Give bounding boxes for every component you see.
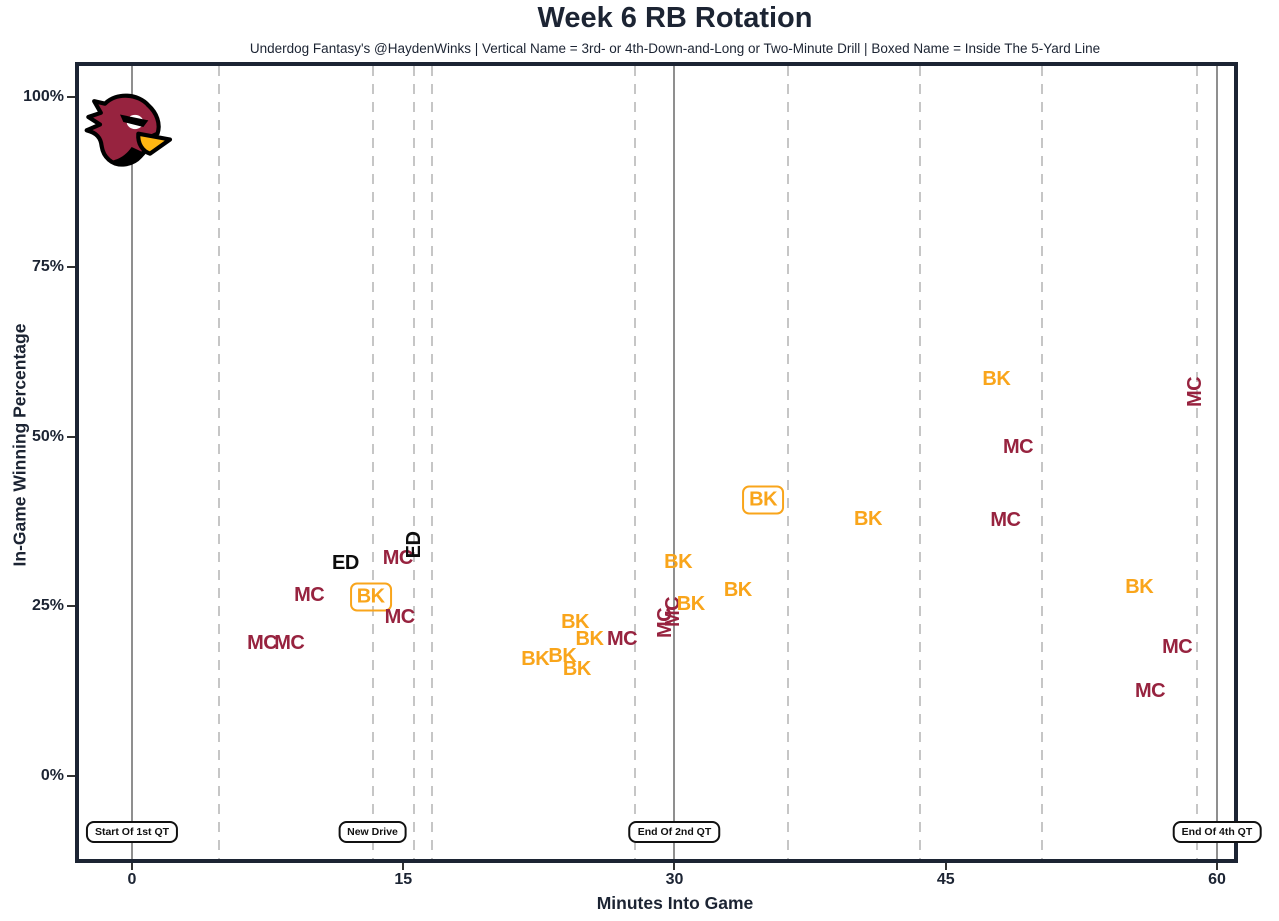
drive-start-line <box>1196 66 1199 859</box>
chart-subtitle: Underdog Fantasy's @HaydenWinks | Vertic… <box>249 41 1101 56</box>
drive-start-line <box>633 66 636 859</box>
drive-start-line <box>217 66 220 859</box>
y-axis-title: In-Game Winning Percentage <box>9 323 30 567</box>
y-axis-tick <box>67 435 75 438</box>
y-axis-tick <box>67 605 75 608</box>
x-axis-tick <box>402 863 405 870</box>
player-label-MC: MC <box>382 547 414 570</box>
arizona-cardinals-logo-icon <box>84 93 173 167</box>
player-label-MC: MC <box>606 627 638 650</box>
timeline-annotation: Start Of 1st QT <box>85 821 179 843</box>
quarter-line <box>131 66 133 859</box>
quarter-line <box>673 66 676 859</box>
player-label-BK: BK <box>676 593 705 616</box>
timeline-annotation: End Of 2nd QT <box>628 821 721 843</box>
quarter-line <box>1215 66 1218 859</box>
y-axis-tick-label: 0% <box>40 767 64 784</box>
player-label-BK: BK <box>548 644 577 667</box>
player-label-BK: BK <box>349 582 392 612</box>
drive-start-line <box>787 66 790 859</box>
player-label-BK: BK <box>664 551 693 574</box>
player-label-MC: MC <box>1184 376 1207 407</box>
plot-border <box>75 62 1238 863</box>
drive-start-line <box>1040 66 1043 859</box>
player-label-MC: MC <box>247 631 278 654</box>
chart-title: Week 6 RB Rotation <box>537 2 813 34</box>
y-axis-tick <box>67 775 75 777</box>
x-axis-tick-label: 0 <box>127 871 137 888</box>
player-label-MC: MC <box>1003 435 1034 458</box>
drive-start-line <box>431 66 434 859</box>
y-axis-tick-label: 50% <box>31 427 64 445</box>
player-label-ED: ED <box>403 531 426 559</box>
y-axis-tick-label: 75% <box>31 257 64 275</box>
x-axis-tick <box>944 863 947 870</box>
y-axis-tick-label: 25% <box>31 597 64 615</box>
player-label-BK: BK <box>742 485 785 515</box>
y-axis-tick-label: 100% <box>23 88 64 105</box>
player-label-MC: MC <box>384 606 416 629</box>
player-label-MC: MC <box>294 583 325 606</box>
player-label-BK: BK <box>575 627 604 650</box>
timeline-annotation: New Drive <box>338 821 407 843</box>
timeline-annotation: End Of 4th QT <box>1172 821 1262 843</box>
y-axis-tick <box>67 96 75 98</box>
x-axis-tick <box>1215 863 1218 870</box>
player-label-BK: BK <box>723 578 752 601</box>
drive-start-line <box>371 66 374 859</box>
player-label-BK: BK <box>854 508 882 531</box>
x-axis-tick-label: 15 <box>394 871 413 888</box>
x-axis-tick-label: 60 <box>1208 871 1226 888</box>
player-label-BK: BK <box>562 657 591 680</box>
player-label-BK: BK <box>561 610 589 633</box>
drive-start-line <box>413 66 416 859</box>
player-label-MC: MC <box>990 509 1021 532</box>
y-axis-tick <box>67 265 75 268</box>
player-label-BK: BK <box>1125 576 1154 599</box>
x-axis-tick-label: 45 <box>936 871 955 888</box>
x-axis-tick-label: 30 <box>665 871 684 888</box>
player-label-BK: BK <box>982 367 1011 390</box>
drive-start-line <box>919 66 922 859</box>
player-label-BK: BK <box>521 648 550 671</box>
player-label-ED: ED <box>331 551 359 574</box>
x-axis-title: Minutes Into Game <box>596 893 754 913</box>
player-label-MC: MC <box>1162 635 1193 658</box>
x-axis-tick <box>673 863 676 870</box>
x-axis-tick <box>131 863 133 870</box>
player-label-MC: MC <box>274 631 305 654</box>
player-label-MC: MC <box>1135 680 1166 703</box>
